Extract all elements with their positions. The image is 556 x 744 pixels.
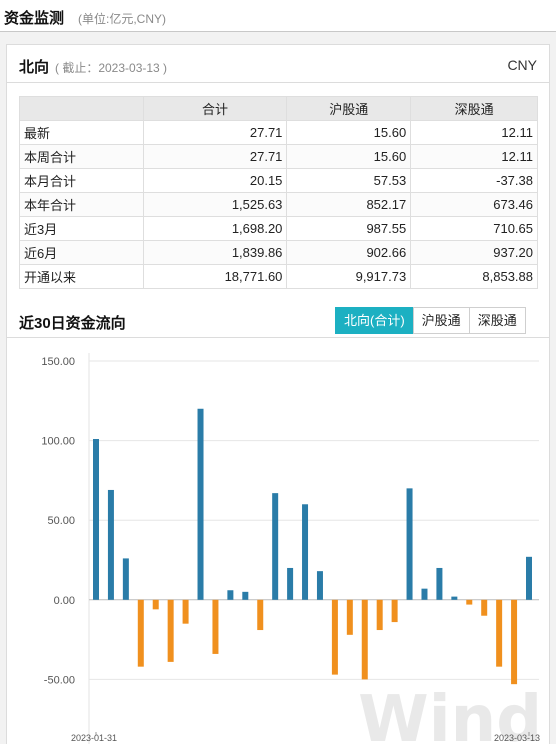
bar[interactable] <box>257 599 264 631</box>
column-header-blank <box>19 96 144 121</box>
table-row: 近3月 1,698.20 987.55 710.65 <box>19 216 538 241</box>
watermark-logo: Wind <box>358 683 542 744</box>
table-row: 本年合计 1,525.63 852.17 673.46 <box>19 192 538 217</box>
table-row: 本月合计 20.15 57.53 -37.38 <box>19 168 538 193</box>
date-note: ( 截止：2023-03-13 ) <box>55 61 168 75</box>
row-label: 本年合计 <box>19 192 144 217</box>
bar[interactable] <box>376 599 383 631</box>
bar[interactable] <box>436 567 443 600</box>
chart-divider <box>7 337 549 338</box>
bar[interactable] <box>406 488 413 600</box>
table-row: 最新 27.71 15.60 12.11 <box>19 120 538 145</box>
row-label: 本月合计 <box>19 168 144 193</box>
x-end-label: 2023-03-13 <box>494 733 540 743</box>
bar[interactable] <box>346 599 353 635</box>
cell-sz: 710.65 <box>410 216 538 241</box>
tab-northbound-total[interactable]: 北向(合计) <box>335 307 414 334</box>
tab-shanghai-connect[interactable]: 沪股通 <box>412 307 470 334</box>
cell-sz: 937.20 <box>410 240 538 265</box>
cell-total: 27.71 <box>142 120 288 145</box>
card-title: 北向 <box>19 59 50 76</box>
unit-note: (单位:亿元,CNY) <box>78 12 166 26</box>
cell-sz: 12.11 <box>410 120 538 145</box>
cell-sh: 9,917.73 <box>286 264 412 289</box>
cell-sh: 852.17 <box>286 192 412 217</box>
y-tick-label: -50.00 <box>44 674 75 686</box>
bar[interactable] <box>287 567 294 600</box>
cell-total: 1,839.86 <box>142 240 288 265</box>
cell-total: 1,698.20 <box>142 216 288 241</box>
row-label: 最新 <box>19 120 144 145</box>
bar[interactable] <box>182 599 189 624</box>
bar[interactable] <box>496 599 503 667</box>
cell-total: 1,525.63 <box>142 192 288 217</box>
bar[interactable] <box>511 599 518 685</box>
cell-total: 27.71 <box>142 144 288 169</box>
capital-flow-chart: Wind 150.00100.0050.000.00-50.00-100.00 … <box>41 353 542 744</box>
cell-total: 18,771.60 <box>142 264 288 289</box>
y-tick-label: 150.00 <box>41 356 75 368</box>
northbound-card: 北向 ( 截止：2023-03-13 ) CNY 合计 沪股通 深股通 最新 2… <box>6 44 550 744</box>
column-header-total: 合计 <box>142 96 288 121</box>
y-tick-label: 50.00 <box>47 515 75 527</box>
row-label: 开通以来 <box>19 264 144 289</box>
bar[interactable] <box>466 599 473 605</box>
table-row: 开通以来 18,771.60 9,917.73 8,853.88 <box>19 264 538 289</box>
bar[interactable] <box>272 493 279 600</box>
bar[interactable] <box>391 599 398 623</box>
bar[interactable] <box>122 558 129 600</box>
cell-sh: 902.66 <box>286 240 412 265</box>
cell-sh: 15.60 <box>286 144 412 169</box>
x-start-label: 2023-01-31 <box>71 733 117 743</box>
bar[interactable] <box>167 599 174 662</box>
table-header-row: 合计 沪股通 深股通 <box>19 96 538 121</box>
currency-label: CNY <box>507 57 537 73</box>
card-header: 北向 ( 截止：2023-03-13 ) CNY <box>7 45 549 83</box>
tab-shenzhen-connect[interactable]: 深股通 <box>468 307 526 334</box>
flow-section-title: 近30日资金流向 <box>19 315 126 332</box>
cell-sz: -37.38 <box>410 168 538 193</box>
cell-total: 20.15 <box>142 168 288 193</box>
column-header-sh: 沪股通 <box>286 96 412 121</box>
bar[interactable] <box>481 599 488 616</box>
bar[interactable] <box>152 599 159 610</box>
bar[interactable] <box>302 504 309 600</box>
row-label: 近6月 <box>19 240 144 265</box>
table-row: 本周合计 27.71 15.60 12.11 <box>19 144 538 169</box>
bar[interactable] <box>137 599 144 667</box>
cell-sz: 673.46 <box>410 192 538 217</box>
cell-sz: 12.11 <box>410 144 538 169</box>
bar[interactable] <box>107 489 114 600</box>
bar[interactable] <box>361 599 368 680</box>
row-label: 本周合计 <box>19 144 144 169</box>
column-header-sz: 深股通 <box>410 96 538 121</box>
row-label: 近3月 <box>19 216 144 241</box>
bar[interactable] <box>316 571 323 600</box>
cell-sh: 57.53 <box>286 168 412 193</box>
bar[interactable] <box>197 408 204 600</box>
y-tick-label: 100.00 <box>41 436 75 448</box>
bar[interactable] <box>451 596 458 600</box>
bar[interactable] <box>331 599 338 675</box>
flow-tabs: 北向(合计) 沪股通 深股通 <box>335 307 526 334</box>
bar[interactable] <box>93 439 99 600</box>
bar[interactable] <box>242 591 249 600</box>
page-title: 资金监测 <box>4 10 65 27</box>
cell-sz: 8,853.88 <box>410 264 538 289</box>
top-header: 资金监测 (单位:亿元,CNY) <box>0 0 556 32</box>
table-row: 近6月 1,839.86 902.66 937.20 <box>19 240 538 265</box>
y-tick-label: 0.00 <box>54 595 75 607</box>
bar[interactable] <box>526 556 532 600</box>
cell-sh: 15.60 <box>286 120 412 145</box>
bar[interactable] <box>212 599 219 654</box>
cell-sh: 987.55 <box>286 216 412 241</box>
summary-table: 合计 沪股通 深股通 最新 27.71 15.60 12.11 本周合计 27.… <box>19 96 538 289</box>
bar[interactable] <box>227 590 234 600</box>
bar[interactable] <box>421 588 428 600</box>
